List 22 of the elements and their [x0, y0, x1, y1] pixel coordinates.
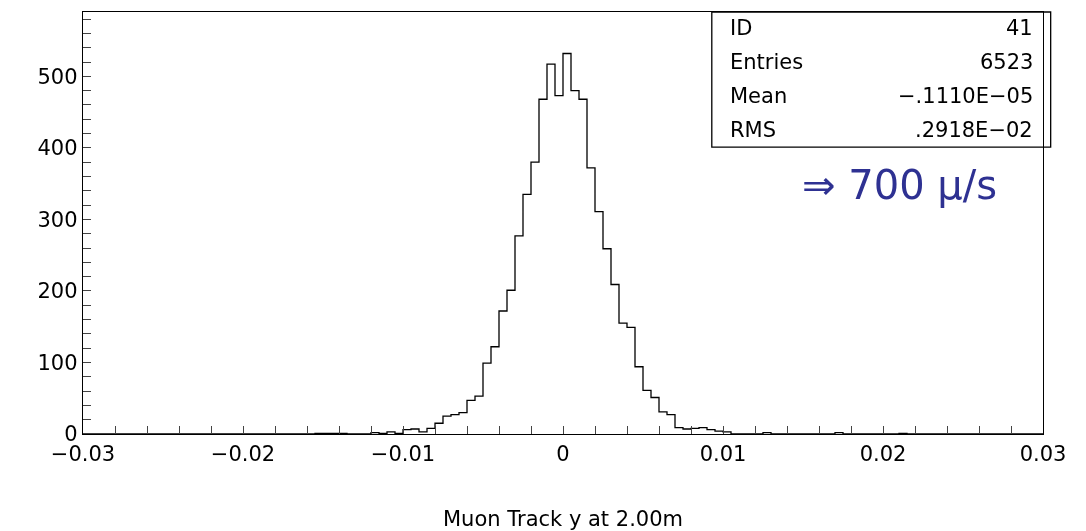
x-tick-label: 0.03: [1019, 441, 1067, 466]
x-tick-label: 0: [556, 441, 570, 466]
y-tick-label: 200: [37, 279, 78, 304]
x-axis-title: Muon Track y at 2.00m: [443, 507, 683, 531]
x-tick-label: −0.01: [370, 441, 436, 466]
annotation: .2918E−02: [915, 118, 1033, 142]
annotation: ID: [730, 16, 753, 40]
annotation: Mean: [730, 84, 788, 108]
x-tick-label: −0.03: [50, 441, 116, 466]
y-tick-label: 400: [37, 136, 78, 161]
annotation: ⇒ 700 μ/s: [802, 162, 998, 208]
annotation: −.1110E−05: [898, 84, 1034, 108]
annotation: Entries: [730, 50, 804, 74]
annotation: 41: [1006, 16, 1033, 40]
y-tick-label: 500: [37, 64, 78, 89]
annotation: RMS: [730, 118, 777, 142]
y-tick-label: 100: [37, 350, 78, 375]
y-tick-label: 300: [37, 207, 78, 232]
x-tick-label: 0.01: [699, 441, 747, 466]
annotation: 6523: [980, 50, 1034, 74]
x-tick-label: 0.02: [859, 441, 907, 466]
x-tick-label: −0.02: [210, 441, 276, 466]
